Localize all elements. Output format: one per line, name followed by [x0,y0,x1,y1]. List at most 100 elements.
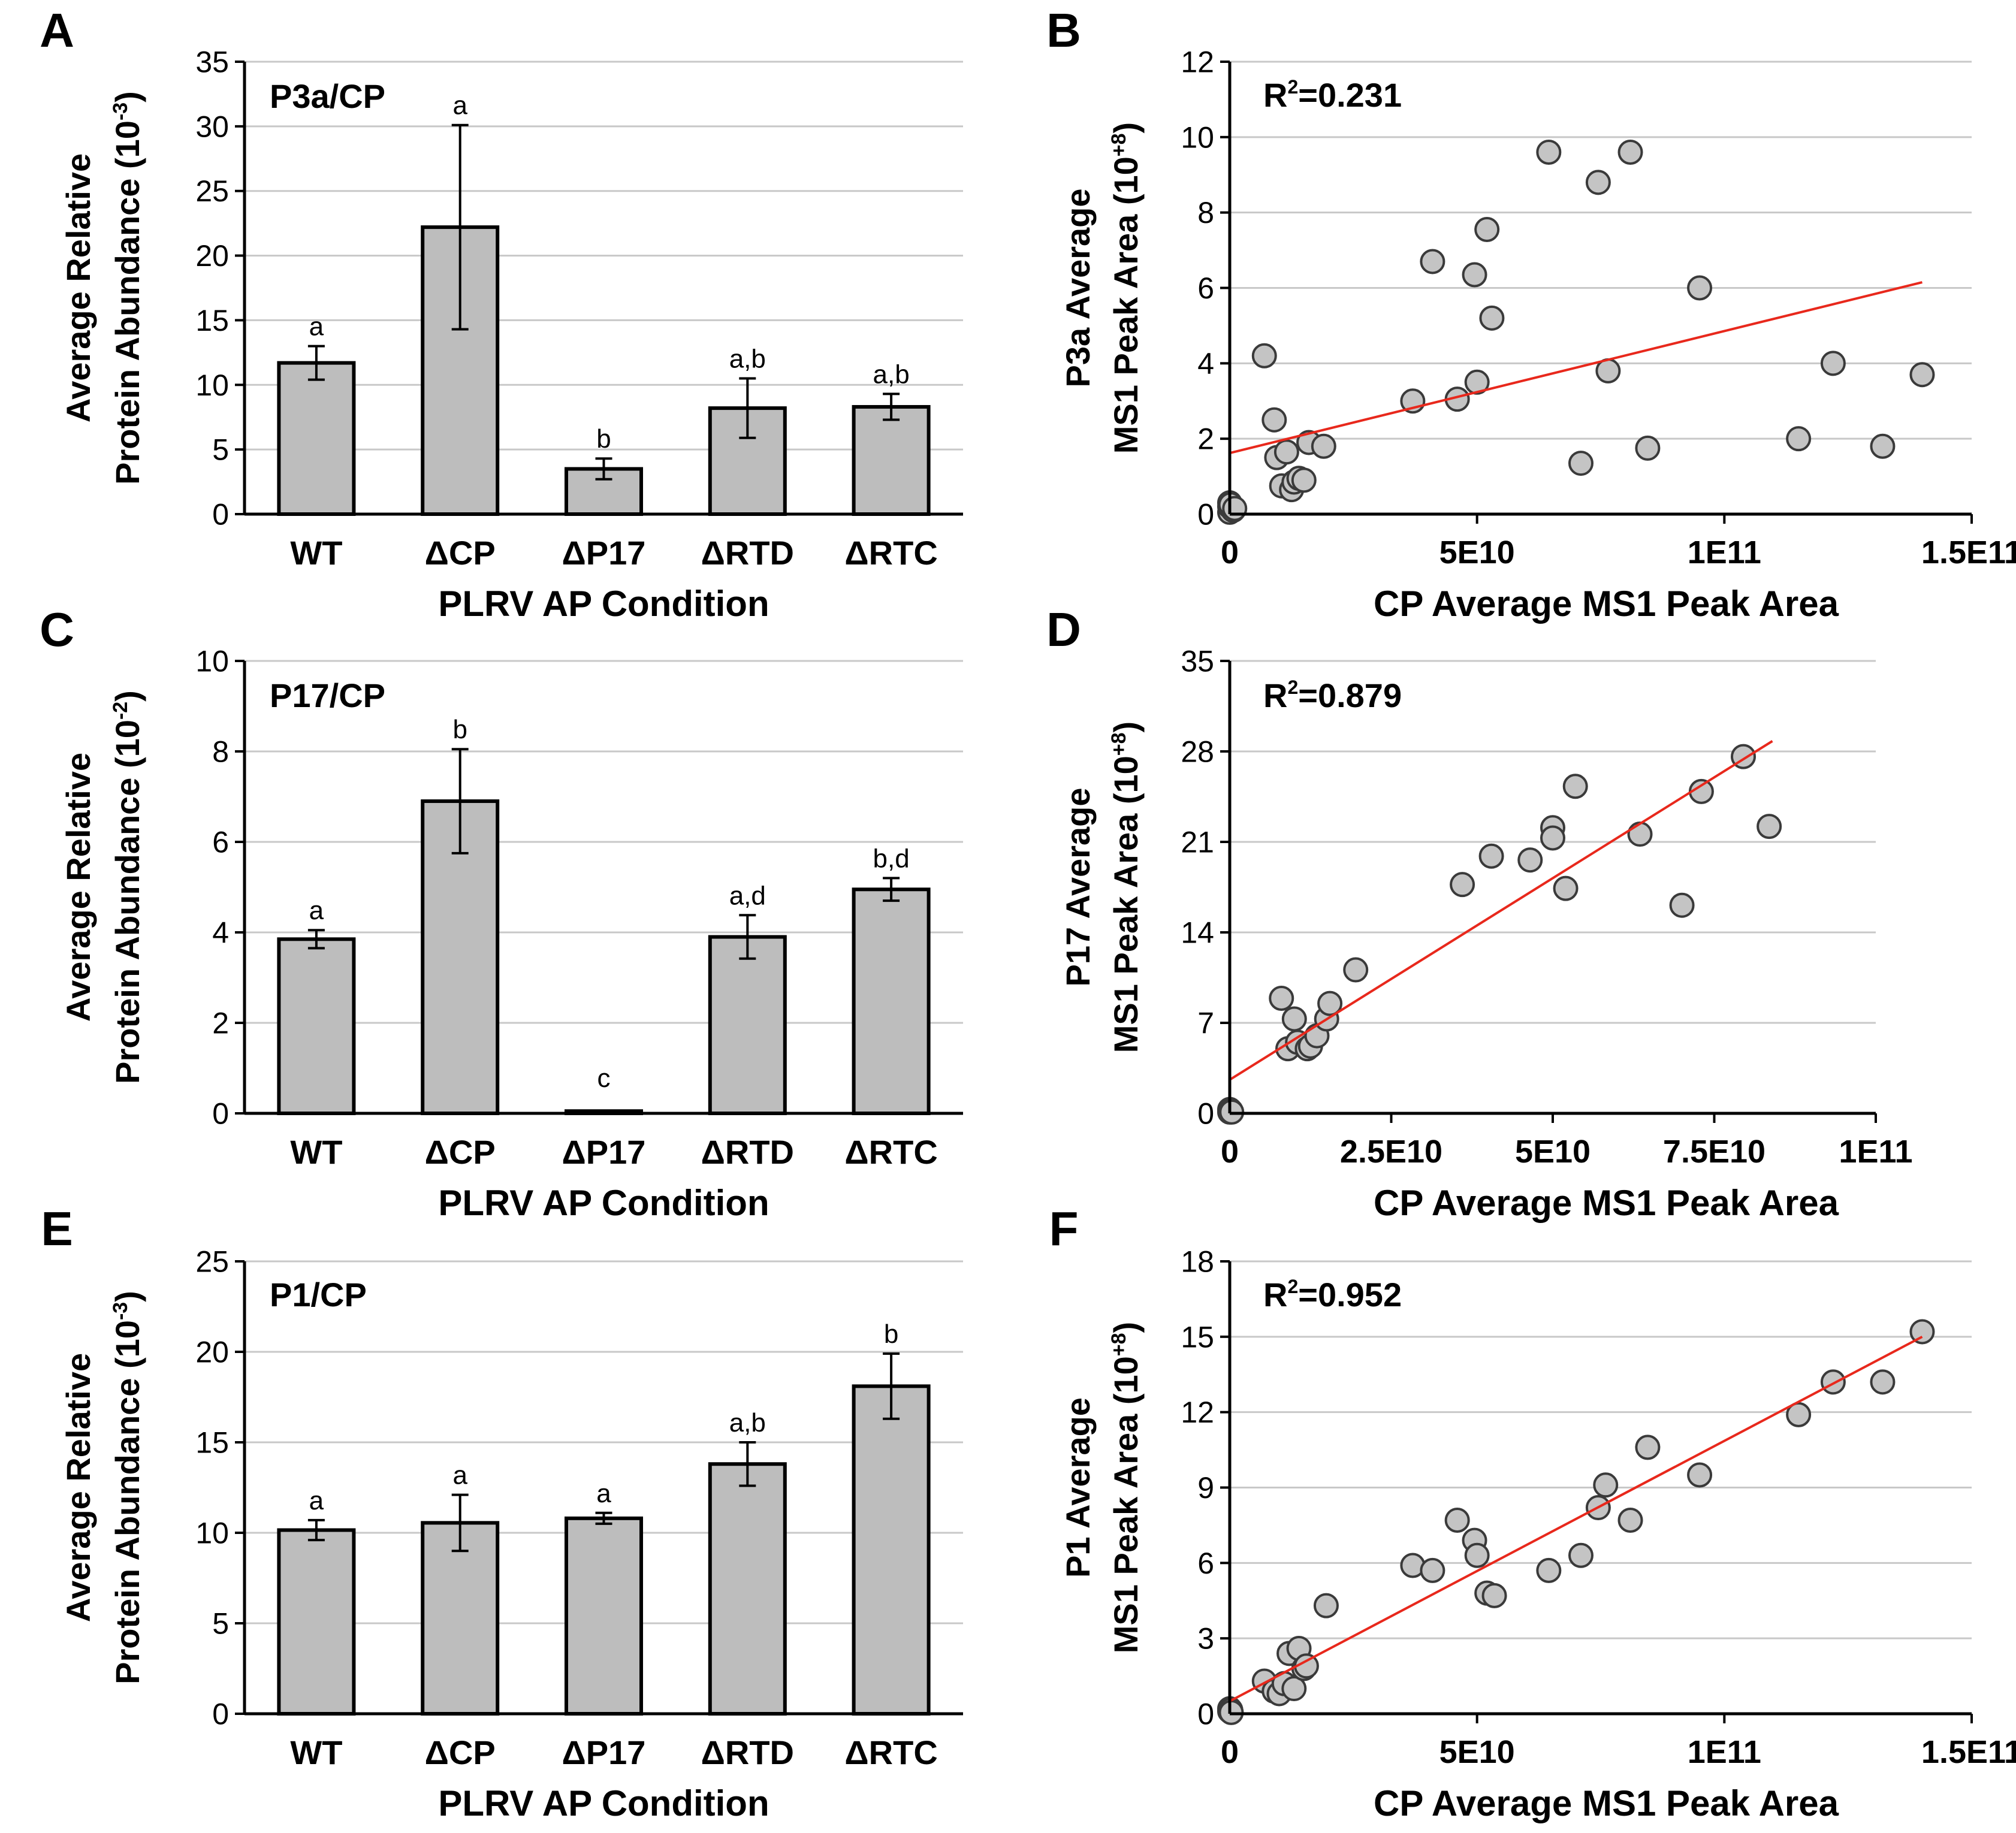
data-point [1870,1369,1896,1395]
y-axis-title-text: Protein Abundance (10 [108,1320,146,1684]
scatter-points [1217,744,1782,1125]
significance-letter: a [596,1479,611,1508]
y-tick-label: 10 [195,645,229,678]
y-tick-label: 25 [195,1245,229,1279]
y-axis-title-close: ) [1107,721,1145,733]
y-tick-label: 14 [1181,916,1214,950]
y-axis-ticks: 0 5 10 15 20 25 [195,1245,245,1731]
y-axis-title-close: ) [108,1291,146,1302]
data-point [1281,1676,1307,1702]
data-point [1464,1542,1490,1568]
y-axis-title-close: ) [1107,1322,1145,1333]
bar-series: a b c a,d b,d [277,715,931,1116]
y-axis-title-line2: Protein Abundance (10-2) [108,690,146,1084]
r-squared-exponent: 2 [1287,677,1298,698]
r-squared-r: R [1263,677,1287,714]
trendline [1229,740,1773,1081]
data-point [1517,847,1543,873]
y-tick-label: 4 [212,916,229,950]
error-bar [739,377,756,439]
x-tick-label: ΔCP [425,1133,496,1171]
x-axis-title: CP Average MS1 Peak Area [1374,584,1839,624]
y-axis-title-exponent: +8 [1107,1333,1130,1356]
gridlines [1230,1260,1972,1639]
r-squared-value: =0.879 [1298,677,1402,714]
x-tick-label: 5E10 [1439,535,1515,570]
x-tick-label: WT [290,1133,342,1171]
error-bar [307,345,325,381]
data-point [1909,362,1935,388]
y-axis-title-text: MS1 Peak Area (10 [1107,1356,1145,1653]
data-point [1343,957,1369,983]
y-tick-label: 10 [195,1517,229,1550]
scatter-points [1217,1319,1935,1725]
data-point [1786,426,1812,452]
data-point [1317,991,1343,1016]
significance-letter: b [596,424,611,454]
data-point [1481,1583,1507,1608]
panel-letter: E [41,1202,73,1255]
y-tick-label: 4 [1197,347,1214,381]
x-tick-label: ΔP17 [562,534,646,572]
y-tick-label: 25 [195,174,229,208]
data-point [1420,1557,1445,1583]
y-tick-label: 8 [212,735,229,769]
data-point [1635,1435,1661,1460]
y-tick-label: 21 [1181,826,1214,859]
panel-letter: F [1049,1202,1079,1255]
y-axis-title-close: ) [108,91,146,102]
y-axis-title-exponent: -3 [109,1302,132,1320]
data-point [1462,262,1487,288]
y-axis-title-line2: Protein Abundance (10-3) [108,91,146,485]
x-tick-label: 1.5E11 [1921,1734,2016,1770]
y-axis-ticks: 0 7 14 21 28 35 [1181,645,1230,1131]
x-tick-label: 0 [1221,535,1239,570]
bar [565,1516,643,1716]
significance-letter: c [597,1064,611,1093]
panel-letter: C [40,603,74,656]
y-tick-label: 6 [1197,1547,1214,1580]
gridlines [1230,61,1972,440]
panel-C: C 0 2 4 6 8 10 Average Relative Protein Abundanc… [40,603,963,1223]
panel-D: D 0 7 14 21 28 35 P17 Average MS1 Peak Area (10+… [1046,603,1912,1223]
panel-letter: B [1046,4,1081,57]
data-point [1820,1369,1846,1395]
bar [277,361,356,516]
significance-letter: a [309,312,324,342]
panel-E: E 0 5 10 15 20 25 Average Relative Protein Abund… [41,1202,963,1823]
x-axis-title: PLRV AP Condition [438,584,769,624]
data-point [1627,822,1653,847]
x-axis-title: PLRV AP Condition [438,1183,769,1223]
r-squared-label: R2=0.952 [1263,1276,1402,1313]
bar [852,404,931,517]
x-tick-label: ΔP17 [562,1734,646,1771]
data-point [1536,140,1562,165]
y-tick-label: 15 [195,1426,229,1460]
x-tick-label: ΔRTD [701,1133,794,1171]
y-tick-label: 28 [1181,735,1214,769]
significance-letter: b,d [873,844,910,873]
y-axis-title-close: ) [1107,122,1145,134]
significance-letter: a,d [729,881,766,910]
error-bar [883,1352,900,1420]
data-point [1269,986,1294,1011]
data-point [1669,892,1695,918]
y-tick-label: 6 [212,826,229,859]
data-point [1536,1557,1562,1583]
r-squared-label: R2=0.879 [1263,677,1402,714]
data-point [1450,872,1475,898]
ratio-label: P3a/CP [270,77,385,115]
error-bar [883,877,900,902]
data-point [1553,875,1579,901]
y-tick-label: 35 [1181,645,1214,678]
data-point [1540,825,1565,851]
data-point [1222,496,1248,521]
y-axis-title-line2: MS1 Peak Area (10+8) [1107,1322,1145,1653]
data-point [1420,249,1445,274]
panel-A: A 0 5 10 15 20 25 30 35 Average Relative Protein A… [40,4,963,624]
data-point [1568,451,1594,476]
error-bar [451,748,469,854]
x-tick-label: ΔRTD [701,1734,794,1771]
panel-letter: A [40,4,74,57]
bar [852,887,931,1116]
